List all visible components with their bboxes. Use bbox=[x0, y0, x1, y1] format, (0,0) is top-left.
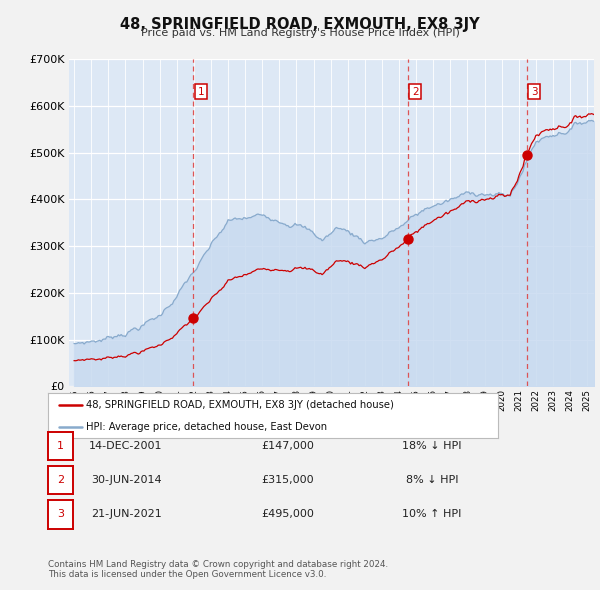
Text: 3: 3 bbox=[57, 510, 64, 519]
Text: 14-DEC-2001: 14-DEC-2001 bbox=[89, 441, 163, 451]
Text: 2: 2 bbox=[57, 476, 64, 485]
Text: 48, SPRINGFIELD ROAD, EXMOUTH, EX8 3JY: 48, SPRINGFIELD ROAD, EXMOUTH, EX8 3JY bbox=[120, 17, 480, 31]
Text: 30-JUN-2014: 30-JUN-2014 bbox=[91, 476, 161, 485]
Text: 8% ↓ HPI: 8% ↓ HPI bbox=[406, 476, 458, 485]
Text: 1: 1 bbox=[57, 441, 64, 451]
Text: 10% ↑ HPI: 10% ↑ HPI bbox=[403, 510, 461, 519]
Text: 48, SPRINGFIELD ROAD, EXMOUTH, EX8 3JY (detached house): 48, SPRINGFIELD ROAD, EXMOUTH, EX8 3JY (… bbox=[86, 400, 394, 410]
Text: 1: 1 bbox=[197, 87, 204, 97]
Text: 21-JUN-2021: 21-JUN-2021 bbox=[91, 510, 161, 519]
Text: £315,000: £315,000 bbox=[262, 476, 314, 485]
Text: £495,000: £495,000 bbox=[262, 510, 314, 519]
Text: £147,000: £147,000 bbox=[262, 441, 314, 451]
Text: Contains HM Land Registry data © Crown copyright and database right 2024.
This d: Contains HM Land Registry data © Crown c… bbox=[48, 560, 388, 579]
Text: Price paid vs. HM Land Registry's House Price Index (HPI): Price paid vs. HM Land Registry's House … bbox=[140, 28, 460, 38]
Text: 2: 2 bbox=[412, 87, 418, 97]
Text: HPI: Average price, detached house, East Devon: HPI: Average price, detached house, East… bbox=[86, 422, 328, 431]
Text: 3: 3 bbox=[531, 87, 538, 97]
Text: 18% ↓ HPI: 18% ↓ HPI bbox=[402, 441, 462, 451]
